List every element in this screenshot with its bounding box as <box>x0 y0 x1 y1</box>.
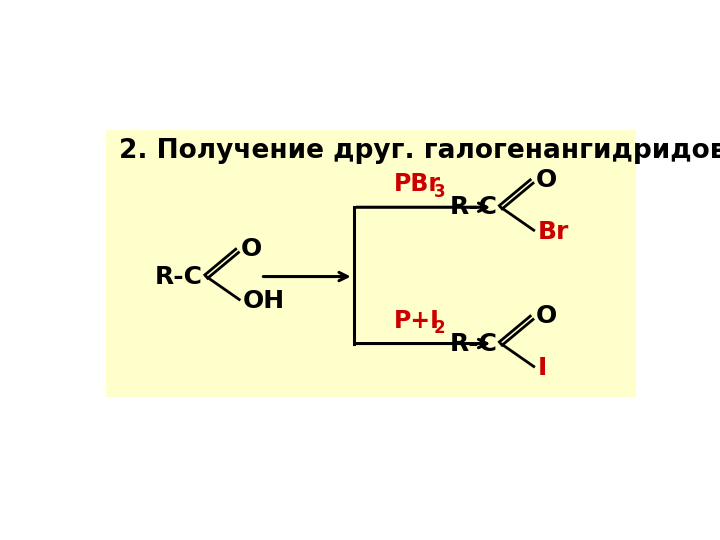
Text: I: I <box>538 356 547 380</box>
Text: R-C: R-C <box>450 332 498 355</box>
Text: PBr: PBr <box>394 172 441 197</box>
Text: 2: 2 <box>434 319 446 338</box>
Text: 3: 3 <box>434 183 446 201</box>
Text: OH: OH <box>243 289 285 313</box>
Text: 2. Получение друг. галогенангидридов: 2. Получение друг. галогенангидридов <box>120 138 720 164</box>
FancyBboxPatch shape <box>106 130 636 397</box>
Text: P+I: P+I <box>394 309 440 333</box>
Text: O: O <box>241 237 262 261</box>
Text: R-C: R-C <box>155 265 203 288</box>
Text: O: O <box>536 304 557 328</box>
Text: Br: Br <box>538 220 569 244</box>
Text: O: O <box>536 168 557 192</box>
Text: R-C: R-C <box>450 195 498 219</box>
